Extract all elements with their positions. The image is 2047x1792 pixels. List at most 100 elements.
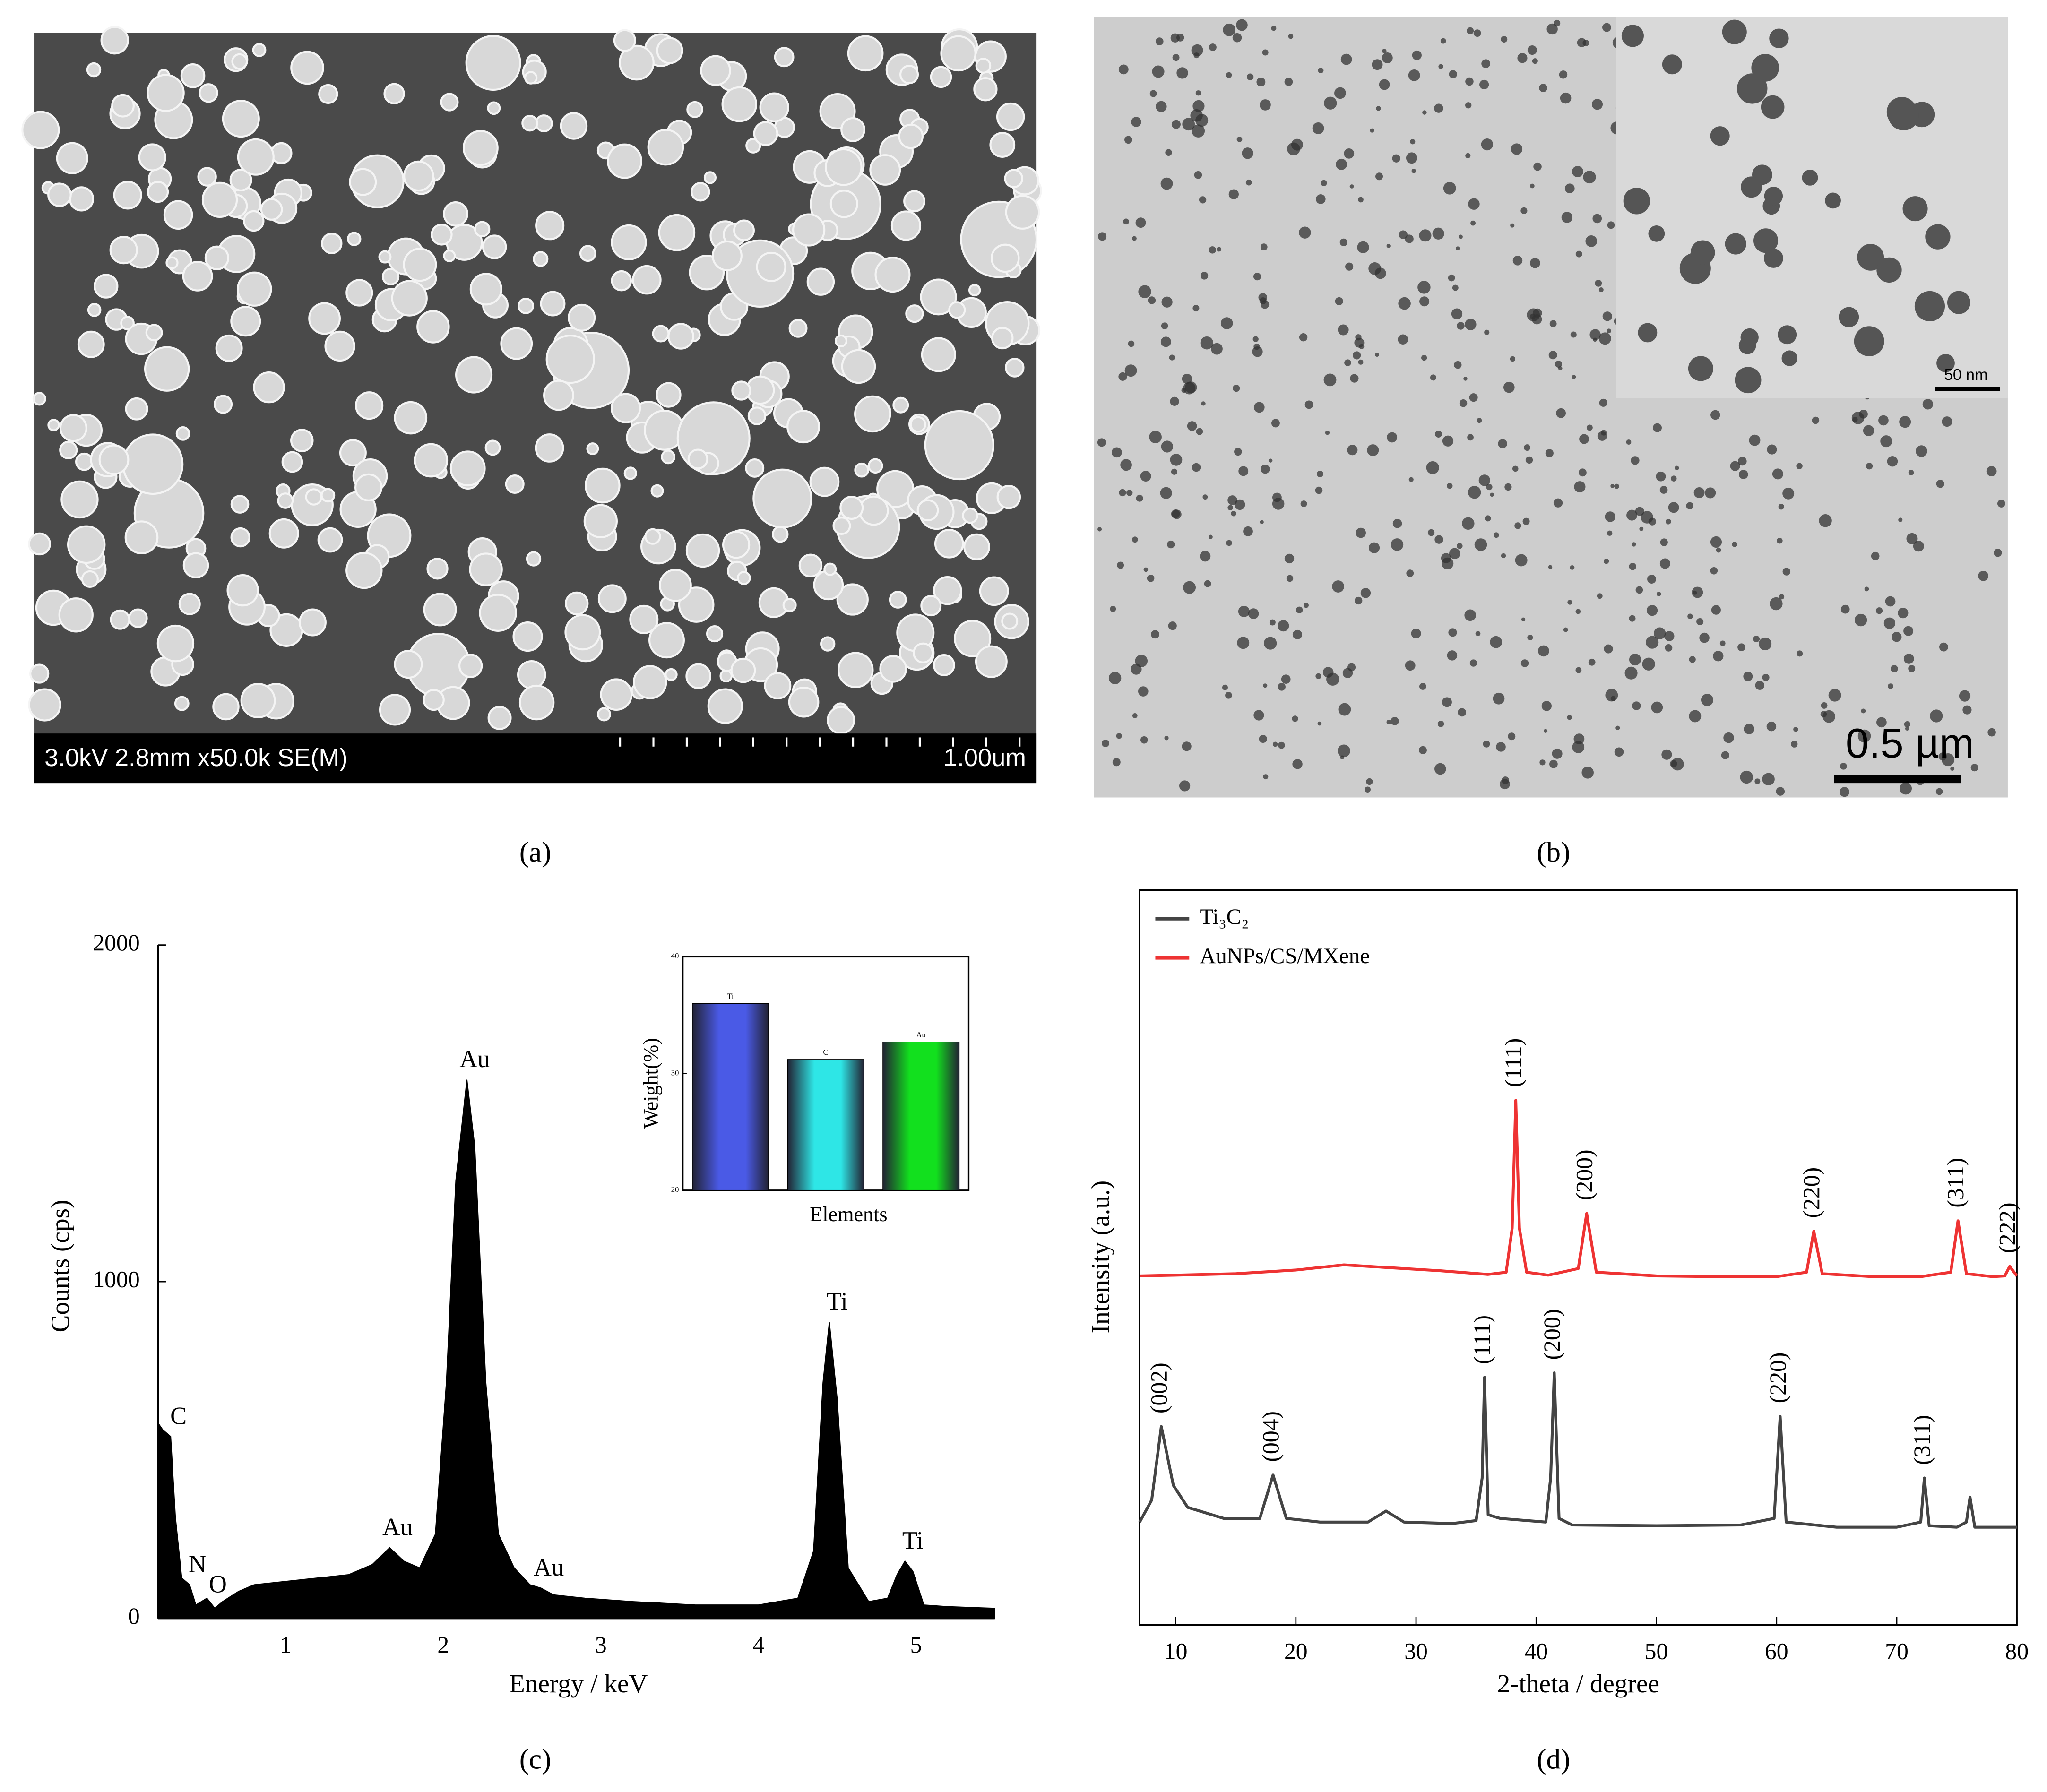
particle (1232, 33, 1242, 43)
particle (1938, 752, 1947, 761)
particle (1405, 660, 1416, 671)
particle (1338, 703, 1351, 716)
particle (792, 213, 826, 247)
particle (1292, 715, 1298, 722)
particle (100, 26, 129, 55)
x-tick-label: 70 (1885, 1638, 1909, 1664)
particle (1501, 36, 1508, 43)
particle (854, 395, 891, 433)
particle (832, 517, 851, 535)
particle (1338, 324, 1349, 336)
particle (1120, 459, 1132, 471)
particle (1930, 709, 1943, 723)
particle (1258, 293, 1268, 302)
caption: (c) (519, 1743, 551, 1775)
y-tick-label: 20 (671, 1185, 679, 1194)
particle (1182, 118, 1195, 131)
particle (1604, 644, 1613, 654)
particle (1959, 690, 1971, 702)
particle (597, 584, 627, 613)
particle (568, 303, 596, 332)
particle (124, 520, 159, 555)
particle (786, 410, 820, 444)
particle (1262, 49, 1269, 56)
particle (652, 325, 670, 343)
particle (1854, 613, 1867, 627)
particle (229, 169, 252, 191)
particle (1527, 635, 1533, 641)
particle (1904, 721, 1910, 728)
peak-label: (200) (1571, 1149, 1597, 1200)
particle (1117, 561, 1124, 569)
particle (1459, 399, 1468, 407)
particle (1222, 684, 1228, 690)
particle (1344, 359, 1351, 366)
particle (305, 488, 323, 506)
x-tick-label: 80 (2005, 1638, 2029, 1664)
particle (1379, 79, 1390, 90)
particle (1898, 517, 1903, 522)
particle (1253, 343, 1260, 350)
particle (973, 77, 998, 102)
particle (469, 273, 502, 306)
particle (1913, 541, 1924, 552)
particle (1582, 39, 1589, 46)
particle (1406, 152, 1417, 164)
particle (1355, 334, 1362, 341)
particle (1651, 701, 1663, 714)
particle (1777, 537, 1783, 544)
particle (579, 245, 596, 262)
particle (163, 200, 193, 230)
peak-label: Ti (902, 1527, 924, 1554)
particle (1524, 444, 1530, 451)
particle (1097, 527, 1102, 532)
spectrum-area (157, 1079, 995, 1619)
particle (1510, 223, 1515, 228)
particle (1598, 332, 1611, 345)
particle (1195, 90, 1201, 96)
particle (1908, 470, 1914, 475)
particle (403, 248, 437, 282)
particle (1796, 463, 1803, 469)
particle (1610, 696, 1616, 701)
particle (1376, 106, 1381, 111)
particle (1192, 124, 1205, 138)
particle (1713, 651, 1724, 662)
particle (838, 652, 874, 689)
particle (1456, 246, 1460, 250)
particle (1253, 710, 1264, 721)
particle (1465, 319, 1477, 330)
particle (1738, 457, 1747, 466)
particle (1284, 553, 1295, 564)
particle (1914, 291, 1945, 322)
particle (1732, 542, 1737, 547)
particle (820, 636, 836, 652)
particle (979, 576, 1009, 606)
particle (281, 451, 303, 473)
particle (383, 83, 405, 104)
particle (711, 240, 743, 271)
particle (1549, 320, 1557, 327)
particle (1448, 628, 1457, 637)
particle (1408, 69, 1420, 81)
particle (1607, 221, 1615, 229)
particle (1579, 434, 1589, 444)
particle (277, 492, 294, 509)
particle (1653, 423, 1662, 432)
particle (1123, 218, 1129, 225)
particle (1345, 262, 1354, 271)
particle (656, 382, 682, 408)
particle (1325, 431, 1330, 435)
bar-label: Au (916, 1030, 926, 1039)
particle (1631, 456, 1640, 465)
particle (1226, 540, 1232, 546)
particle (290, 429, 314, 452)
particle (1382, 49, 1387, 53)
particle (1962, 705, 1972, 715)
particle (1478, 474, 1491, 486)
particle (1857, 244, 1884, 271)
particle (1430, 374, 1436, 381)
particle (1687, 613, 1693, 619)
particle (1272, 741, 1278, 747)
particle (1978, 570, 1988, 581)
